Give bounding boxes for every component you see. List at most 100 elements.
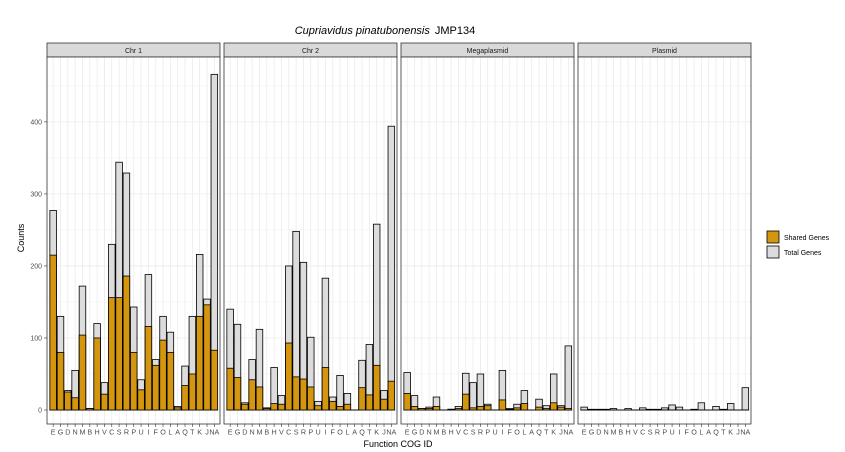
facet-panel: Chr 2 E G D N M B H V C S R P U I F O L A Q T K J NA bbox=[223, 42, 398, 437]
bar-shared-genes bbox=[358, 387, 366, 411]
x-tick-label: R bbox=[478, 428, 483, 437]
bar-shared-genes bbox=[307, 386, 315, 411]
x-tick-label: G bbox=[58, 428, 64, 437]
x-tick-label: M bbox=[256, 428, 262, 437]
bar-shared-genes bbox=[263, 408, 271, 411]
x-tick-label: L bbox=[522, 428, 526, 437]
bar-total-genes bbox=[741, 387, 750, 411]
bar-shared-genes bbox=[78, 334, 87, 411]
x-tick-label: C bbox=[286, 428, 291, 437]
legend-key bbox=[766, 230, 780, 244]
x-tick-label: O bbox=[691, 428, 697, 437]
x-tick-label: P bbox=[485, 428, 490, 437]
x-tick-label: A bbox=[529, 428, 534, 437]
x-axis: E G D N M B H V C S R P U I F O L A Q T K J NA bbox=[228, 424, 397, 437]
x-tick-label: D bbox=[596, 428, 601, 437]
bar-total-genes bbox=[469, 382, 477, 411]
x-tick-label: F bbox=[508, 428, 513, 437]
bar-shared-genes bbox=[299, 378, 308, 411]
x-tick-label: N bbox=[427, 428, 432, 437]
x-tick-label: V bbox=[102, 428, 107, 437]
x-tick-label: A bbox=[352, 428, 357, 437]
x-tick-label: S bbox=[117, 428, 122, 437]
legend-label: Total Genes bbox=[784, 250, 822, 257]
bar-shared-genes bbox=[233, 377, 242, 411]
bar-shared-genes bbox=[285, 342, 293, 411]
x-tick-label: L bbox=[168, 428, 172, 437]
x-tick-label: G bbox=[589, 428, 595, 437]
bar-shared-genes bbox=[195, 315, 204, 411]
x-tick-label: V bbox=[279, 428, 284, 437]
bar-shared-genes bbox=[403, 393, 411, 411]
bar-shared-genes bbox=[447, 408, 455, 411]
bar-shared-genes bbox=[336, 405, 344, 411]
y-tick-label: 100 bbox=[30, 335, 42, 342]
bar-total-genes bbox=[726, 403, 735, 411]
bar-shared-genes bbox=[387, 380, 396, 411]
x-tick-label: V bbox=[456, 428, 461, 437]
x-axis: E G D N M B H V C S R P U I F O L A Q T K J NA bbox=[582, 424, 751, 437]
bar-shared-genes bbox=[432, 405, 441, 411]
bar-shared-genes bbox=[321, 367, 330, 411]
x-tick-label: F bbox=[154, 428, 159, 437]
x-tick-label: H bbox=[626, 428, 631, 437]
x-tick-label: Q bbox=[359, 428, 365, 437]
bar-shared-genes bbox=[520, 403, 529, 411]
facet-panel: Plasmid E G D N M B H V C S R P U I F O L A Q T K J NA bbox=[577, 42, 752, 437]
facet-panel: Megaplasmid E G D N M B H V C S R P U I F O L A Q T K J NA bbox=[400, 42, 575, 437]
x-tick-label: H bbox=[272, 428, 277, 437]
x-tick-label: U bbox=[669, 428, 674, 437]
bars bbox=[403, 345, 573, 411]
x-tick-label: U bbox=[138, 428, 143, 437]
x-tick-label: N bbox=[73, 428, 78, 437]
x-tick-label: R bbox=[124, 428, 129, 437]
x-tick-label: B bbox=[87, 428, 92, 437]
legend: Shared Genes Total Genes bbox=[766, 230, 830, 259]
bar-shared-genes bbox=[210, 349, 219, 411]
x-tick-label: C bbox=[463, 428, 468, 437]
bar-shared-genes bbox=[476, 405, 485, 411]
bar-shared-genes bbox=[425, 408, 433, 411]
bar-shared-genes bbox=[174, 407, 182, 411]
bar-shared-genes bbox=[115, 297, 123, 411]
bar-shared-genes bbox=[380, 398, 388, 411]
bar-total-genes bbox=[668, 404, 676, 411]
bar-total-genes bbox=[580, 406, 588, 411]
bar-shared-genes bbox=[557, 406, 565, 411]
x-tick-label: P bbox=[308, 428, 313, 437]
x-tick-label: F bbox=[331, 428, 336, 437]
x-tick-label: S bbox=[294, 428, 299, 437]
bar-shared-genes bbox=[343, 403, 352, 411]
bar-shared-genes bbox=[462, 393, 470, 411]
x-tick-label: NA bbox=[740, 428, 750, 437]
x-tick-label: H bbox=[449, 428, 454, 437]
bar-shared-genes bbox=[469, 407, 477, 411]
y-tick-label: 0 bbox=[38, 408, 42, 415]
facet-strip-label: Megaplasmid bbox=[467, 48, 509, 55]
y-axis-title: Counts bbox=[16, 223, 26, 252]
bar-total-genes bbox=[564, 345, 573, 411]
bar-shared-genes bbox=[64, 391, 72, 411]
bar-shared-genes bbox=[484, 405, 492, 411]
x-tick-label: B bbox=[618, 428, 623, 437]
x-tick-label: D bbox=[65, 428, 70, 437]
x-tick-label: O bbox=[160, 428, 166, 437]
x-tick-label: B bbox=[441, 428, 446, 437]
bar-shared-genes bbox=[188, 373, 197, 411]
x-tick-label: T bbox=[367, 428, 372, 437]
x-tick-label: V bbox=[633, 428, 638, 437]
facet-strip-label: Plasmid bbox=[652, 48, 677, 55]
x-tick-label: R bbox=[655, 428, 660, 437]
x-tick-label: U bbox=[315, 428, 320, 437]
bar-shared-genes bbox=[277, 403, 286, 411]
chart-title-italic: Cupriavidus pinatubonensis bbox=[295, 25, 431, 37]
bar-shared-genes bbox=[372, 364, 381, 411]
bar-shared-genes bbox=[203, 304, 211, 411]
y-tick-label: 300 bbox=[30, 191, 42, 198]
x-tick-label: N bbox=[604, 428, 609, 437]
bar-shared-genes bbox=[535, 406, 543, 411]
bars bbox=[226, 125, 396, 411]
bar-shared-genes bbox=[564, 408, 573, 411]
